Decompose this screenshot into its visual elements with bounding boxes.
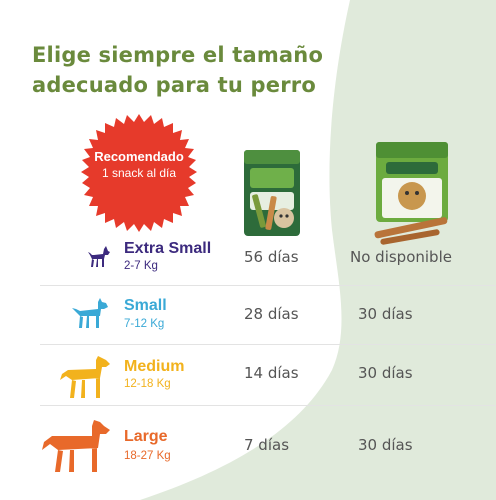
dog-small-icon	[72, 298, 108, 328]
headline-line-1: Elige siempre el tamaño	[32, 43, 324, 67]
badge-subtitle: 1 snack al día	[101, 166, 177, 180]
badge-starburst	[81, 114, 197, 232]
headline-line-2: adecuado para tu perro	[32, 73, 316, 97]
pouch-days: 14 días	[244, 364, 299, 382]
pouch-days: 56 días	[244, 248, 299, 266]
size-range: 2-7 Kg	[124, 260, 158, 272]
badge-title: Recomendado	[94, 149, 184, 164]
pouch-days: 28 días	[244, 305, 299, 323]
row-divider	[40, 285, 496, 286]
box-days: 30 días	[358, 364, 413, 382]
headline: Elige siempre el tamaño adecuado para tu…	[32, 40, 352, 100]
size-range: 18-27 Kg	[124, 450, 171, 462]
box-days: 30 días	[358, 436, 413, 454]
size-range: 7-12 Kg	[124, 318, 165, 330]
recommended-badge	[81, 114, 197, 232]
dog-extra-small-icon	[88, 246, 110, 267]
size-name: Extra Small	[124, 240, 212, 257]
badge-text: Recomendado 1 snack al día	[78, 148, 200, 181]
size-range: 12-18 Kg	[124, 378, 171, 390]
row-divider	[40, 344, 496, 345]
dog-medium-icon	[60, 356, 110, 398]
size-name: Large	[124, 428, 168, 445]
box-days: No disponible	[350, 248, 452, 266]
pouch-days: 7 días	[244, 436, 290, 454]
product-box-image	[374, 142, 448, 245]
box-days: 30 días	[358, 305, 413, 323]
product-pouch-image	[244, 150, 300, 236]
row-divider	[40, 405, 496, 406]
size-name: Small	[124, 297, 167, 314]
dog-large-icon	[42, 420, 110, 472]
size-name: Medium	[124, 358, 185, 375]
